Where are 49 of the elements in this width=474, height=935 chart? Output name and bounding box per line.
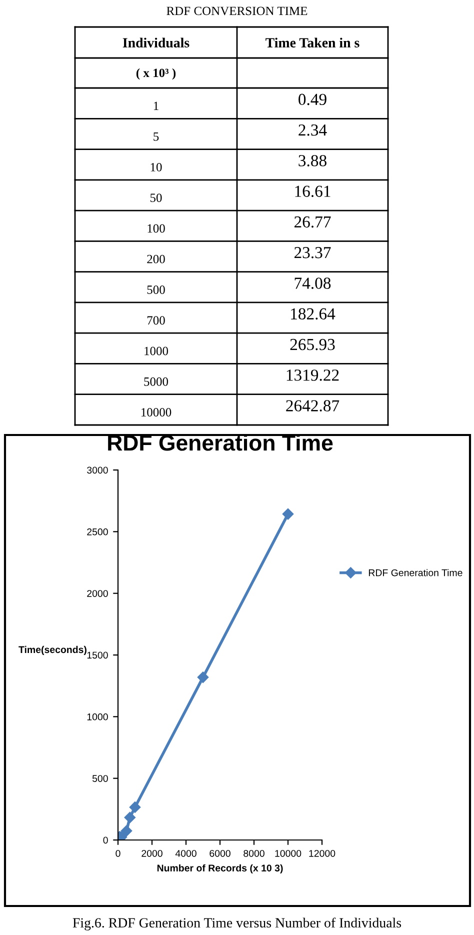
text: 100 [148, 224, 165, 233]
text: 1 [154, 102, 158, 110]
x-tick-label: 4000 [175, 850, 196, 857]
text: RDF CONVERSION TIME [166, 6, 308, 16]
text: 23.37 [294, 247, 331, 258]
text: ( x 10³ ) [136, 68, 176, 80]
text: 182.64 [291, 308, 336, 320]
text: 1000 [144, 346, 168, 356]
text: 74.08 [294, 278, 331, 289]
point [124, 812, 136, 824]
point [120, 825, 132, 836]
text: 5000 [144, 377, 168, 386]
text: 500 [147, 286, 165, 294]
x-tick-label: 0 [116, 850, 120, 857]
text: 200 [147, 254, 165, 264]
y-tick-label: 2500 [87, 528, 108, 536]
text: 3.88 [298, 155, 326, 166]
legend-label: RDF Generation Time [368, 569, 462, 576]
x-tick-label: 2000 [142, 850, 162, 857]
caption: Fig.6. RDF Generation Time versus Number of Individuals [72, 918, 402, 930]
x-tick-label: 8000 [244, 850, 264, 857]
text: 700 [147, 316, 165, 325]
point [282, 508, 294, 520]
y-tick-label: 3000 [87, 466, 108, 474]
y-axis-title: Time(seconds) [18, 646, 86, 655]
x-tick-label: 10000 [275, 850, 302, 857]
text: 0.49 [298, 94, 326, 106]
text: 16.61 [295, 186, 330, 198]
x-tick-label: 12000 [309, 850, 336, 857]
y-tick-label: 2000 [87, 590, 108, 597]
x-axis-title: Number of Records (x 10 3) [157, 864, 283, 874]
text: 10000 [141, 408, 172, 416]
point [197, 672, 209, 683]
text: 2642.87 [286, 400, 340, 412]
text: 1319.22 [286, 370, 339, 381]
text: 10 [150, 162, 162, 172]
y-tick-label: 1000 [87, 713, 108, 720]
y-tick-label: 500 [92, 775, 108, 782]
x-tick-label: 6000 [210, 850, 230, 857]
y-tick-label: 1500 [87, 652, 108, 659]
text: Individuals [122, 38, 190, 48]
text: 2.34 [298, 124, 327, 136]
text: 50 [150, 194, 162, 202]
text: 265.93 [290, 338, 335, 350]
text: 5 [154, 132, 159, 141]
y-tick-label: 0 [103, 836, 108, 844]
text: 26.77 [294, 216, 331, 228]
point [129, 802, 141, 813]
text: Time Taken in s [266, 38, 360, 48]
